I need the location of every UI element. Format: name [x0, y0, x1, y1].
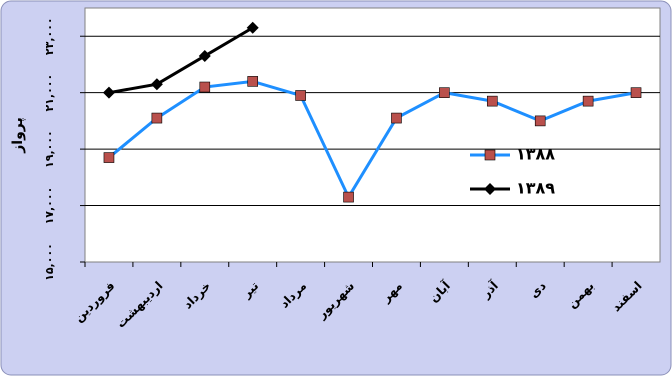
data-point — [486, 95, 498, 107]
series-line — [108, 26, 254, 95]
data-point — [343, 191, 354, 203]
data-point — [103, 152, 115, 163]
data-point — [582, 95, 594, 107]
data-point — [198, 49, 211, 62]
y-tick-label: ۱۵,۰۰۰ — [43, 243, 56, 281]
data-point — [534, 115, 546, 127]
plot-area — [84, 7, 661, 263]
data-point — [247, 76, 259, 87]
legend-label: ۱۳۸۹ — [516, 179, 555, 198]
y-axis-title: پرواز — [10, 117, 26, 154]
data-point — [151, 112, 163, 124]
data-point — [630, 87, 642, 98]
y-tick-label: ۲۱,۰۰۰ — [43, 74, 56, 112]
legend-marker — [484, 149, 496, 161]
y-tick-label: ۱۷,۰۰۰ — [43, 187, 56, 225]
data-point — [199, 81, 211, 93]
series-line — [108, 79, 637, 201]
legend-label: ۱۳۸۸ — [516, 145, 555, 164]
y-tick-label: ۱۹,۰۰۰ — [43, 130, 56, 168]
legend-marker — [484, 183, 496, 195]
y-tick-label: ۲۳,۰۰۰ — [43, 17, 56, 55]
data-point — [246, 21, 259, 34]
data-point — [102, 86, 115, 99]
data-point — [439, 87, 450, 98]
data-point — [295, 90, 306, 101]
data-point — [150, 78, 163, 91]
data-point — [391, 112, 402, 124]
